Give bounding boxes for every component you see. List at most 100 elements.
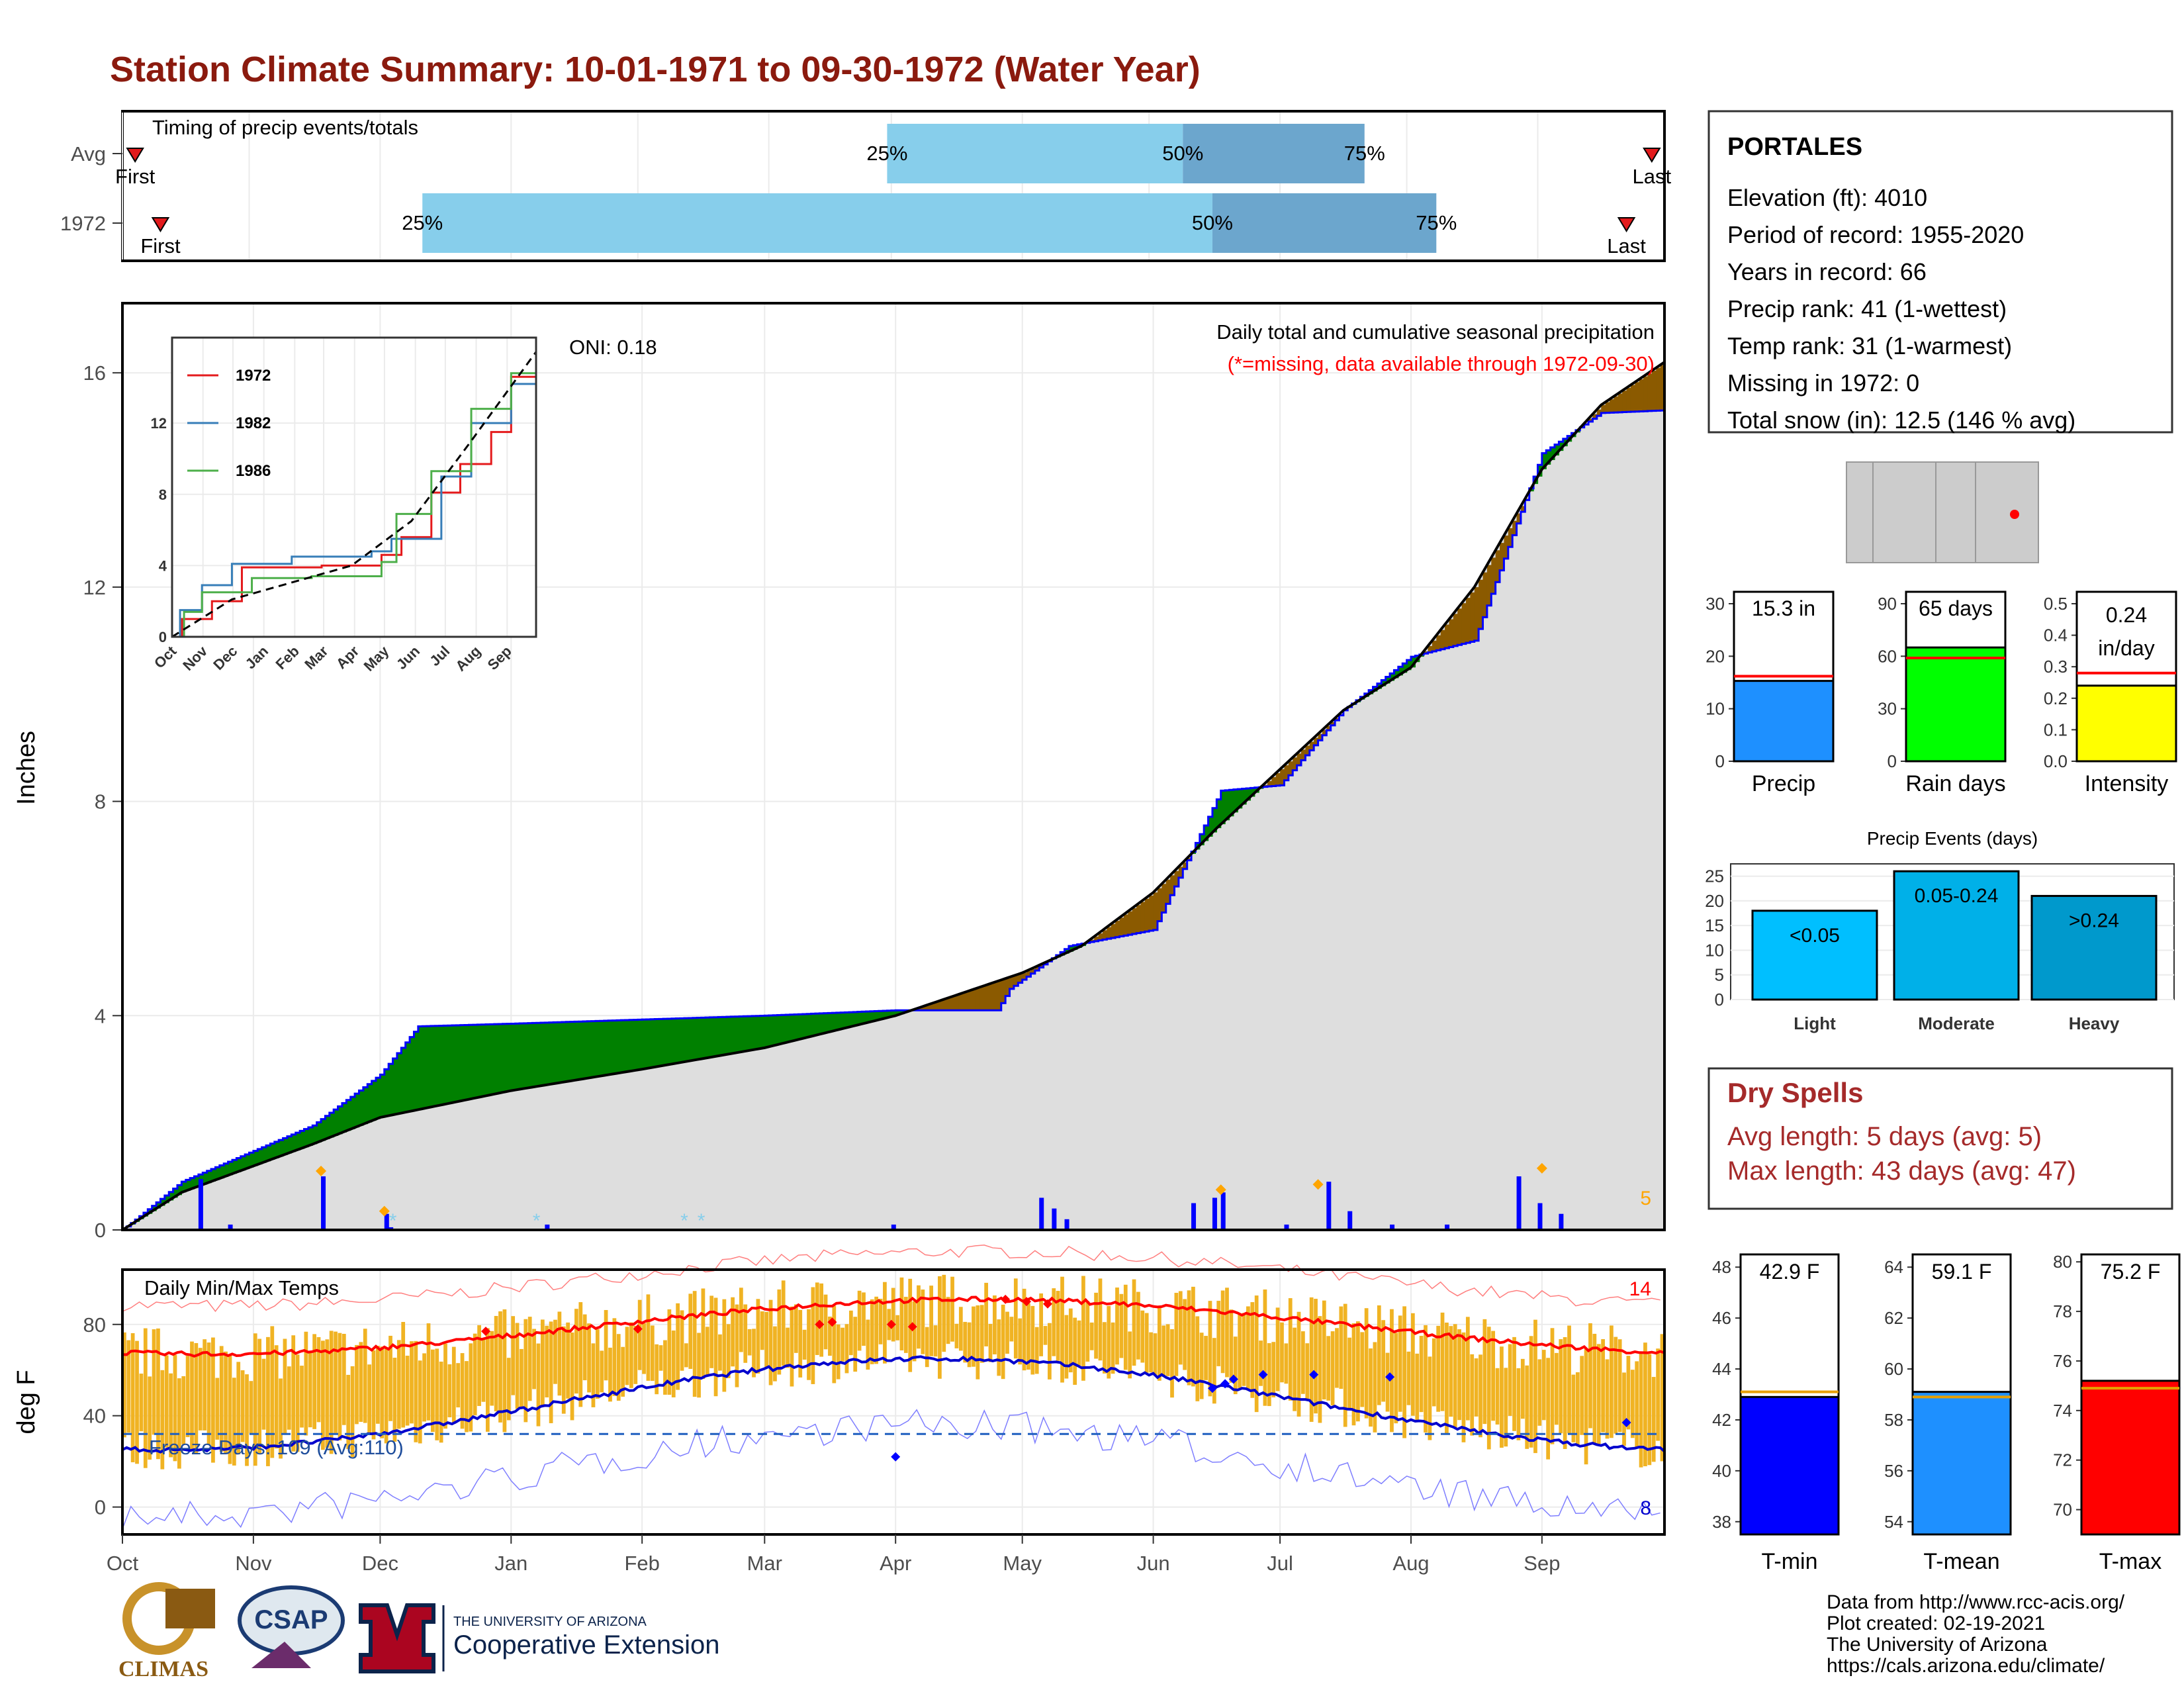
daily-temp-bar xyxy=(862,1292,866,1346)
daily-temp-bar xyxy=(325,1339,330,1448)
daily-temp-bar xyxy=(756,1299,760,1374)
daily-temp-bar xyxy=(1085,1301,1090,1362)
temp-summary-ytick-label: 58 xyxy=(1884,1410,1903,1430)
precip-corner-count: 5 xyxy=(1640,1188,1651,1209)
snow-asterisk: * xyxy=(533,1210,541,1232)
precip-anomaly-fill xyxy=(629,1019,635,1072)
precip-anomaly-fill xyxy=(502,1023,508,1093)
daily-temp-bar xyxy=(506,1358,511,1421)
month-label: Mar xyxy=(747,1552,782,1575)
precip-anomaly-fill xyxy=(410,1037,415,1111)
daily-temp-bar xyxy=(1107,1305,1111,1379)
precip-anomaly-fill xyxy=(1491,557,1496,594)
temp-summary-ytick-label: 42 xyxy=(1712,1410,1731,1430)
daily-temp-bar xyxy=(431,1349,435,1432)
precip-ytick-label: 12 xyxy=(83,576,106,599)
precip-anomaly-fill xyxy=(667,1018,672,1065)
daily-temp-bar xyxy=(1390,1309,1394,1432)
daily-temp-bar xyxy=(1377,1305,1381,1405)
daily-temp-bar xyxy=(739,1288,743,1352)
daily-temp-bar xyxy=(485,1328,490,1432)
daily-temp-bar xyxy=(1170,1329,1174,1398)
summary-bar-value: 0.24 xyxy=(2106,603,2147,627)
timing-bar-q25-q50 xyxy=(422,193,1212,253)
daily-temp-bar xyxy=(1470,1354,1475,1436)
precip-anomaly-fill xyxy=(819,1013,825,1035)
daily-temp-bar xyxy=(553,1319,557,1384)
daily-temp-bar xyxy=(574,1309,578,1394)
daily-temp-bar xyxy=(443,1343,447,1429)
daily-temp-bar xyxy=(1639,1354,1643,1468)
precip-anomaly-fill xyxy=(1330,722,1336,726)
daily-temp-bar xyxy=(1115,1288,1119,1365)
precip-anomaly-fill xyxy=(1390,673,1395,681)
precip-anomaly-fill xyxy=(253,1150,258,1166)
precip-anomaly-fill xyxy=(1314,737,1319,745)
daily-temp-bar xyxy=(334,1331,338,1433)
precip-anomaly-fill xyxy=(426,1026,432,1108)
daily-temp-bar xyxy=(1309,1297,1314,1422)
daily-temp-bar xyxy=(316,1336,321,1423)
precip-anomaly-fill xyxy=(950,997,956,1011)
daily-temp-bar xyxy=(1571,1374,1576,1442)
daily-temp-bar xyxy=(650,1325,655,1382)
daily-temp-bar xyxy=(1436,1325,1441,1412)
summary-bar-label: Rain days xyxy=(1905,771,2005,796)
precip-anomaly-fill xyxy=(1479,579,1484,630)
snow-marker xyxy=(1312,1179,1324,1190)
precip-anomaly-fill xyxy=(422,1026,428,1109)
precip-anomaly-fill xyxy=(312,1125,318,1145)
daily-temp-bar xyxy=(1656,1348,1660,1441)
precip-anomaly-fill xyxy=(392,1058,398,1115)
precip-anomaly-fill xyxy=(1030,968,1036,974)
precip-anomaly-fill xyxy=(1541,453,1547,469)
daily-temp-bar xyxy=(841,1327,844,1362)
daily-temp-bar xyxy=(1635,1361,1639,1447)
daily-temp-bar xyxy=(1293,1327,1297,1411)
snow-asterisk: * xyxy=(680,1210,688,1232)
precip-anomaly-fill xyxy=(447,1025,453,1104)
daily-temp-bar xyxy=(418,1360,422,1444)
daily-temp-bar xyxy=(1034,1327,1039,1374)
daily-temp-bar xyxy=(608,1347,612,1402)
precip-anomaly-fill xyxy=(582,1021,588,1079)
timing-first-label: First xyxy=(115,165,156,188)
precip-anomaly-fill xyxy=(279,1140,284,1157)
precip-anomaly-fill xyxy=(942,1000,947,1011)
daily-temp-bar xyxy=(1064,1315,1069,1379)
inset-ytick-label: 12 xyxy=(151,415,167,432)
precip-anomaly-fill xyxy=(680,1018,685,1063)
precip-anomaly-fill xyxy=(870,1011,875,1022)
precip-anomaly-fill xyxy=(190,1178,195,1190)
daily-temp-bar xyxy=(1233,1336,1238,1395)
precip-anomaly-fill xyxy=(236,1158,242,1172)
daily-temp-bar xyxy=(1242,1313,1246,1386)
daily-temp-bar xyxy=(249,1381,253,1434)
precip-anomaly-fill xyxy=(156,1202,161,1209)
timing-q25-label: 25% xyxy=(866,142,907,165)
precip-anomaly-fill xyxy=(194,1176,199,1188)
daily-temp-bar xyxy=(1284,1343,1289,1384)
precip-anomaly-fill xyxy=(752,1015,757,1051)
daily-temp-bar xyxy=(1356,1321,1360,1422)
precip-anomaly-fill xyxy=(1605,402,1610,413)
precip-anomaly-fill xyxy=(274,1141,279,1158)
precip-anomaly-fill xyxy=(511,1023,516,1091)
daily-precip-bar xyxy=(198,1179,203,1230)
daily-temp-bar xyxy=(274,1345,279,1449)
temp-summary-ytick-label: 74 xyxy=(2053,1401,2072,1421)
daily-temp-bar xyxy=(1136,1291,1140,1360)
daily-temp-bar xyxy=(621,1346,625,1397)
precip-anomaly-fill xyxy=(853,1011,858,1026)
timing-row-label: 1972 xyxy=(60,212,106,235)
daily-temp-bar xyxy=(1445,1322,1449,1434)
precip-anomaly-fill xyxy=(1610,399,1614,413)
daily-temp-bar xyxy=(219,1346,224,1452)
daily-temp-bar xyxy=(1039,1293,1043,1356)
precip-anomaly-fill xyxy=(283,1138,288,1155)
daily-temp-bar xyxy=(1275,1307,1280,1391)
daily-temp-bar xyxy=(1165,1324,1170,1376)
precip-anomaly-fill xyxy=(655,1019,660,1067)
record-low-marker xyxy=(891,1452,901,1462)
daily-temp-bar xyxy=(718,1334,722,1371)
